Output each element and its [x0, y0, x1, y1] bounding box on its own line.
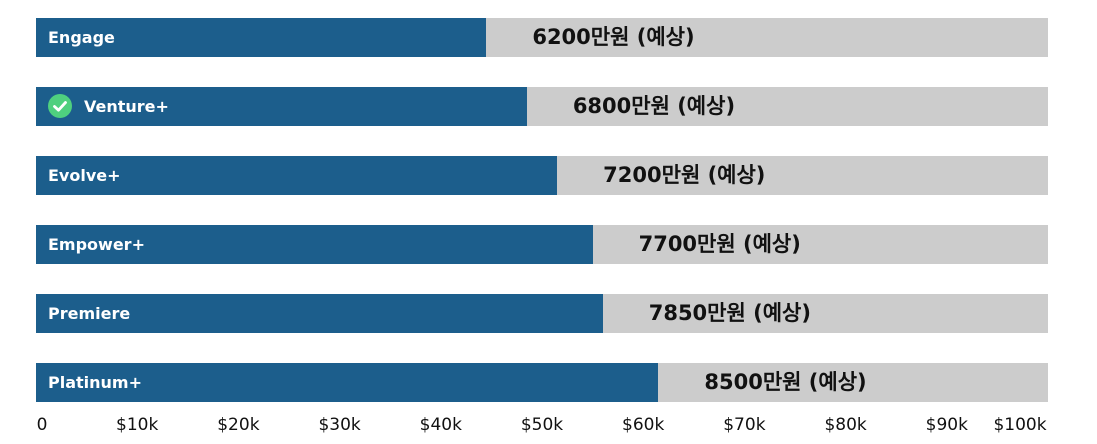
x-tick-label: $10k	[116, 415, 159, 435]
check-circle-icon	[48, 94, 72, 118]
category-label: Venture+	[84, 97, 169, 116]
category-label: Empower+	[48, 235, 145, 254]
bar	[36, 18, 487, 57]
bar	[36, 294, 603, 333]
x-tick-label: $50k	[520, 415, 564, 435]
data-label: 6200만원 (예상)	[532, 25, 695, 49]
data-label: 6800만원 (예상)	[572, 94, 736, 118]
x-tick-label: $30k	[318, 415, 361, 435]
x-tick-label: $60k	[622, 415, 665, 435]
bar-row: Empower+ 7700만원 (예상)	[36, 225, 1048, 264]
x-tick-label: $40k	[419, 415, 462, 435]
data-label: 7200만원 (예상)	[603, 163, 766, 187]
data-label: 8500만원 (예상)	[704, 370, 867, 394]
bar-row: Platinum+ 8500만원 (예상)	[36, 363, 1048, 402]
x-tick-label: $20k	[217, 415, 260, 435]
x-tick-label: $90k	[925, 415, 968, 435]
bar-row: Premiere 7850만원 (예상)	[36, 294, 1048, 333]
bar	[36, 87, 527, 126]
category-label: Engage	[48, 28, 115, 47]
data-label: 7700만원 (예상)	[638, 232, 801, 256]
bar	[36, 363, 659, 402]
bar-row: Venture+ 6800만원 (예상)	[36, 87, 1048, 126]
category-label: Evolve+	[48, 166, 121, 185]
bar	[36, 225, 593, 264]
category-label: Premiere	[48, 304, 131, 323]
bar-row: Engage 6200만원 (예상)	[36, 18, 1048, 57]
category-label: Platinum+	[48, 373, 142, 392]
bar	[36, 156, 558, 195]
x-tick-label: $70k	[723, 415, 766, 435]
bar-row: Evolve+ 7200만원 (예상)	[36, 156, 1048, 195]
x-tick-label: $100k	[993, 415, 1047, 435]
x-tick-label: 0	[36, 415, 48, 435]
data-label: 7850만원 (예상)	[648, 301, 811, 325]
x-tick-label: $80k	[824, 415, 867, 435]
